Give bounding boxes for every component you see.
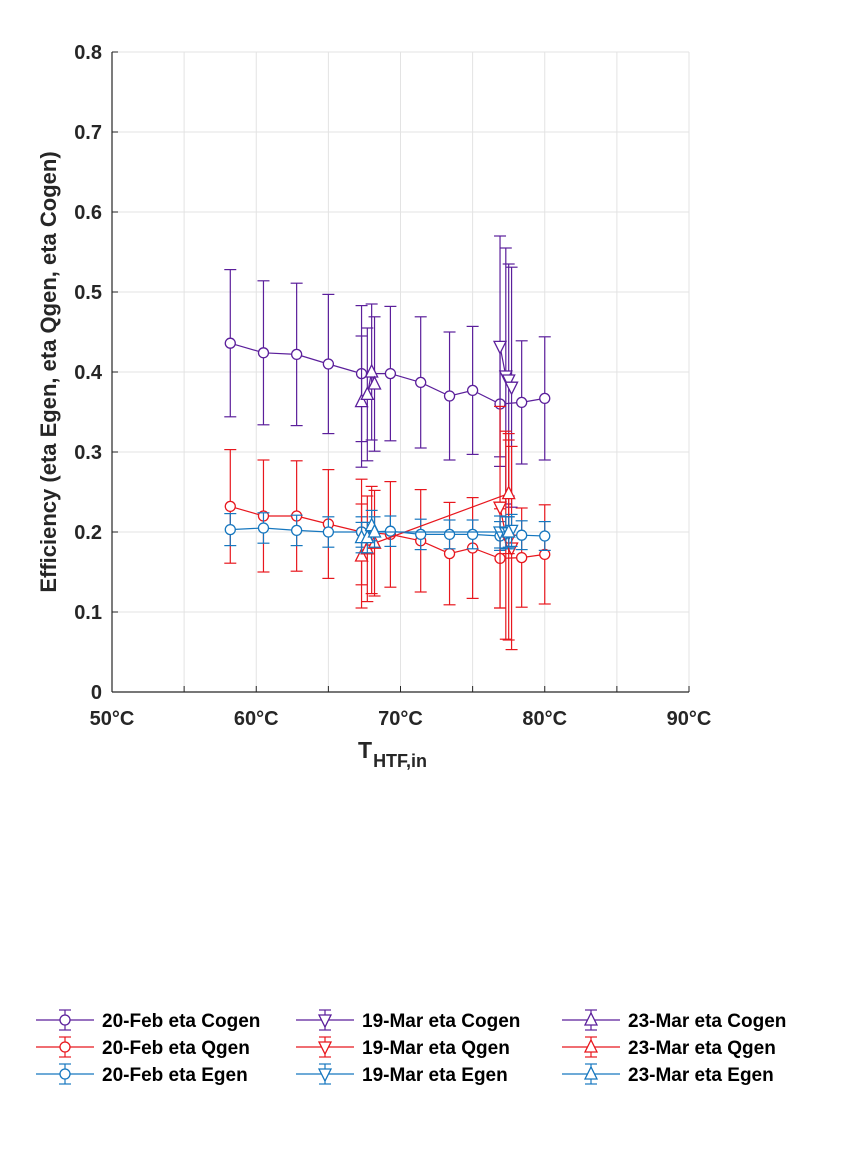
data-point xyxy=(367,523,382,538)
legend-label: 20-Feb eta Qgen xyxy=(102,1038,250,1059)
legend-marker xyxy=(583,1065,599,1080)
y-tick-label: 0.6 xyxy=(74,202,102,224)
x-tick-label: 90°C xyxy=(667,708,712,730)
data-point xyxy=(224,337,236,349)
y-tick-label: 0.8 xyxy=(74,42,102,64)
data-point xyxy=(516,551,528,564)
data-point xyxy=(364,363,379,378)
x-axis-label: THTF,in xyxy=(358,737,427,771)
data-point xyxy=(290,524,303,537)
x-tick-label: 70°C xyxy=(378,708,423,730)
data-point xyxy=(384,525,397,537)
y-tick-label: 0.5 xyxy=(74,282,102,304)
y-tick-label: 0.3 xyxy=(74,442,102,464)
y-tick-label: 0.2 xyxy=(74,522,102,544)
data-point xyxy=(354,547,369,562)
legend-marker xyxy=(317,1068,333,1083)
data-point xyxy=(354,393,369,408)
legend-entry: 23-Mar eta Cogen xyxy=(562,1009,786,1032)
legend-marker xyxy=(59,1068,71,1080)
data-point xyxy=(466,384,479,397)
data-point xyxy=(257,522,270,534)
legend-marker xyxy=(317,1041,333,1056)
series-20-feb-eta-cogen xyxy=(224,269,551,467)
legend-label: 19-Mar eta Egen xyxy=(362,1065,508,1086)
series-23-mar-eta-cogen xyxy=(354,303,382,468)
legend-entry: 19-Mar eta Egen xyxy=(296,1063,508,1086)
axes xyxy=(111,51,690,693)
data-point xyxy=(415,376,427,389)
legend-marker xyxy=(59,1041,71,1053)
legend-label: 23-Mar eta Qgen xyxy=(628,1038,776,1059)
data-point xyxy=(415,528,427,541)
series-23-mar-eta-qgen xyxy=(354,433,516,609)
data-point xyxy=(501,485,516,500)
data-point xyxy=(492,501,508,516)
data-point xyxy=(224,523,236,536)
data-point xyxy=(539,392,551,405)
data-point xyxy=(443,547,456,560)
y-axis-label: Efficiency (eta Egen, eta Qgen, eta Coge… xyxy=(36,151,61,592)
data-point xyxy=(384,367,397,380)
data-point xyxy=(504,381,519,396)
legend-marker xyxy=(59,1014,71,1026)
legend-label: 19-Mar eta Cogen xyxy=(362,1011,520,1032)
legend-marker xyxy=(583,1011,599,1026)
grid-lines xyxy=(111,51,690,693)
legend-marker xyxy=(317,1014,333,1029)
data-point xyxy=(539,530,551,542)
y-tick-label: 0 xyxy=(91,682,102,704)
legend-entry: 20-Feb eta Qgen xyxy=(36,1036,250,1059)
data-point xyxy=(224,500,236,513)
legend-entry: 19-Mar eta Qgen xyxy=(296,1036,510,1059)
legend-label: 23-Mar eta Cogen xyxy=(628,1011,786,1032)
legend-entry: 20-Feb eta Egen xyxy=(36,1063,248,1086)
legend: 20-Feb eta Cogen 20-Feb eta Qgen 20-Feb et… xyxy=(36,1009,786,1086)
data-point xyxy=(443,528,456,541)
legend-label: 20-Feb eta Cogen xyxy=(102,1011,260,1032)
data-point xyxy=(322,526,335,538)
tick-labels: 50°C 60°C 70°C 80°C 90°C 0 0.1 0.2 0.3 0.4 0.5 0.6 0… xyxy=(74,42,711,730)
x-axis-label-sub: HTF,in xyxy=(373,751,427,771)
data-point xyxy=(516,529,528,541)
legend-label: 19-Mar eta Qgen xyxy=(362,1038,510,1059)
x-tick-label: 80°C xyxy=(522,708,567,730)
legend-entry: 23-Mar eta Egen xyxy=(562,1063,774,1086)
data-point xyxy=(257,347,270,359)
data-point xyxy=(501,523,516,538)
data-point xyxy=(516,396,528,409)
data-point xyxy=(360,385,375,401)
legend-label: 20-Feb eta Egen xyxy=(102,1065,248,1086)
x-tick-label: 60°C xyxy=(234,708,279,730)
y-tick-label: 0.7 xyxy=(74,122,102,144)
data-point xyxy=(466,528,479,541)
data-point xyxy=(367,375,382,390)
data-point xyxy=(290,348,303,361)
y-tick-label: 0.4 xyxy=(74,362,103,384)
axis-labels: Efficiency (eta Egen, eta Qgen, eta Coge… xyxy=(36,151,427,771)
data-point xyxy=(501,374,516,389)
y-tick-label: 0.1 xyxy=(74,602,102,624)
legend-entry: 19-Mar eta Cogen xyxy=(296,1009,520,1032)
data-point xyxy=(492,340,508,355)
legend-marker xyxy=(583,1038,599,1053)
data-point xyxy=(322,358,335,370)
legend-entry: 23-Mar eta Qgen xyxy=(562,1036,776,1059)
x-axis-label-main: T xyxy=(358,737,372,763)
series-23-mar-eta-egen xyxy=(354,509,516,554)
data-series xyxy=(224,235,551,651)
x-tick-label: 50°C xyxy=(90,708,135,730)
legend-label: 23-Mar eta Egen xyxy=(628,1065,774,1086)
data-point xyxy=(443,390,456,402)
legend-entry: 20-Feb eta Cogen xyxy=(36,1009,260,1032)
